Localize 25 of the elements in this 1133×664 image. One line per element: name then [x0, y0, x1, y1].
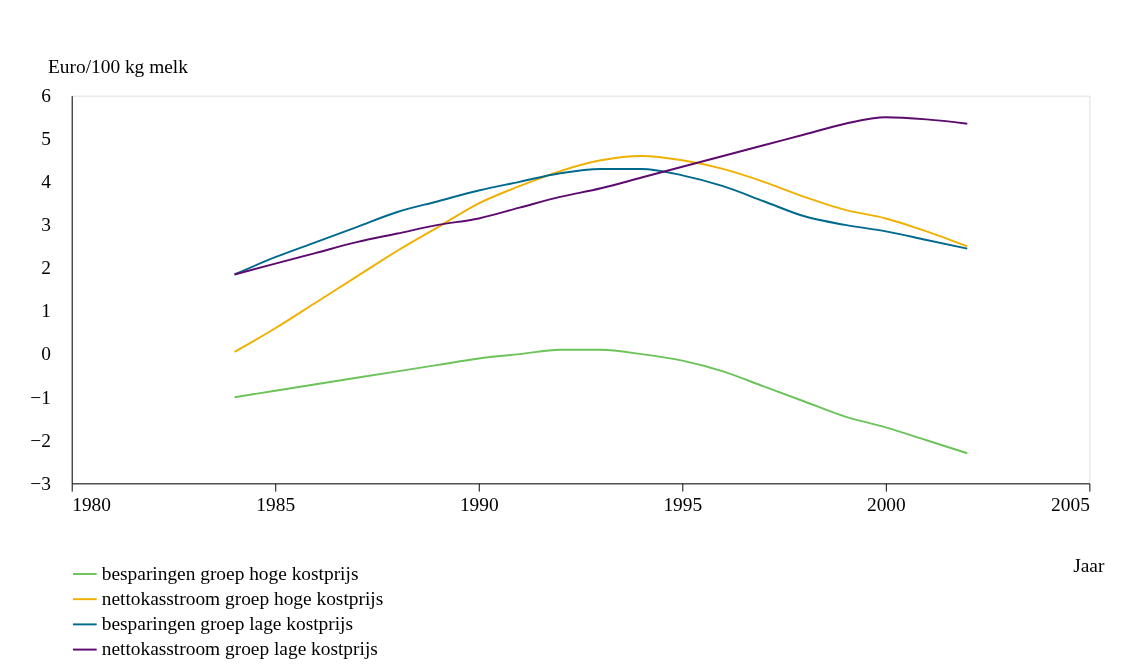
y-tick-label: 5: [41, 128, 51, 150]
x-tick-label: 2005: [1051, 493, 1090, 515]
x-tick-label: 1990: [459, 493, 499, 515]
line-series: [233, 348, 969, 455]
y-tick-label: −2: [30, 429, 51, 451]
y-tick-label: 0: [41, 343, 51, 365]
y-tick-label: 1: [41, 300, 51, 322]
x-tick-label: 1995: [663, 493, 703, 515]
legend-label: besparingen groep hoge kostprijs: [101, 562, 359, 584]
y-tick-label: −3: [30, 472, 51, 494]
y-axis-title: Euro/100 kg melk: [47, 55, 189, 77]
x-axis-title: Jaar: [1073, 555, 1105, 577]
x-tick-label: 1985: [256, 493, 296, 515]
y-tick-label: −1: [30, 386, 51, 408]
x-tick-label: 1980: [72, 493, 111, 515]
legend-label: nettokasstroom groep hoge kostprijs: [101, 588, 384, 609]
y-tick-label: 3: [41, 214, 51, 236]
line-series: [233, 116, 969, 276]
legend-label: nettokasstroom groep lage kostprijs: [101, 638, 378, 660]
x-tick-label: 2000: [866, 493, 906, 515]
y-tick-label: 4: [41, 171, 52, 193]
y-tick-label: 6: [41, 84, 52, 106]
legend-label: besparingen groep lage kostprijs: [101, 613, 354, 635]
line-series: [233, 155, 969, 353]
y-tick-label: 2: [41, 257, 51, 279]
